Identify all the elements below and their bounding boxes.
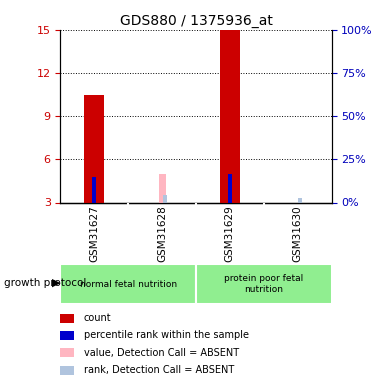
Bar <box>159 174 166 202</box>
Text: GSM31630: GSM31630 <box>292 205 303 262</box>
Text: percentile rank within the sample: percentile rank within the sample <box>84 330 249 340</box>
Text: normal fetal nutrition: normal fetal nutrition <box>80 280 177 289</box>
Text: growth protocol: growth protocol <box>4 278 86 288</box>
Bar <box>60 348 74 357</box>
Bar <box>60 366 74 375</box>
Bar <box>92 177 96 203</box>
Bar <box>84 95 105 202</box>
Text: GSM31627: GSM31627 <box>89 205 99 262</box>
Bar <box>228 174 232 202</box>
Text: count: count <box>84 313 111 323</box>
Text: value, Detection Call = ABSENT: value, Detection Call = ABSENT <box>84 348 239 358</box>
Text: GSM31628: GSM31628 <box>157 205 167 262</box>
Bar <box>163 195 167 202</box>
Bar <box>196 264 332 304</box>
Text: ▶: ▶ <box>52 278 61 288</box>
Bar <box>60 314 74 322</box>
Bar <box>220 30 240 202</box>
Bar <box>298 198 302 202</box>
Text: rank, Detection Call = ABSENT: rank, Detection Call = ABSENT <box>84 365 234 375</box>
Text: protein poor fetal
nutrition: protein poor fetal nutrition <box>224 274 303 294</box>
Text: GSM31629: GSM31629 <box>225 205 235 262</box>
Bar <box>60 331 74 340</box>
Bar <box>60 264 196 304</box>
Title: GDS880 / 1375936_at: GDS880 / 1375936_at <box>120 13 272 28</box>
